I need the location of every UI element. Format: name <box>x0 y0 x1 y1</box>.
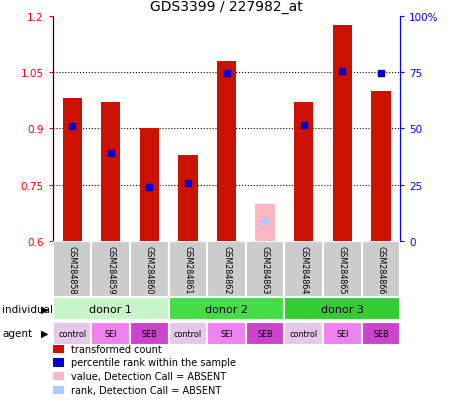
Bar <box>332 26 351 242</box>
Bar <box>322 242 361 297</box>
Bar <box>91 242 130 297</box>
Bar <box>284 297 399 320</box>
Text: SEI: SEI <box>336 329 348 338</box>
Text: percentile rank within the sample: percentile rank within the sample <box>71 358 236 368</box>
Bar <box>361 242 399 297</box>
Text: value, Detection Call = ABSENT: value, Detection Call = ABSENT <box>71 371 226 381</box>
Text: GSM284859: GSM284859 <box>106 245 115 294</box>
Bar <box>217 62 235 242</box>
Bar <box>168 297 284 320</box>
Bar <box>245 322 284 345</box>
Text: control: control <box>289 329 317 338</box>
Bar <box>91 322 130 345</box>
Bar <box>53 297 168 320</box>
Text: GSM284866: GSM284866 <box>375 245 385 294</box>
Text: GSM284858: GSM284858 <box>67 245 77 294</box>
Text: ▶: ▶ <box>41 328 48 338</box>
Text: SEI: SEI <box>220 329 232 338</box>
Text: GSM284861: GSM284861 <box>183 245 192 294</box>
Bar <box>53 322 91 345</box>
Text: SEB: SEB <box>257 329 272 338</box>
Text: SEI: SEI <box>104 329 117 338</box>
Text: transformed count: transformed count <box>71 344 162 354</box>
Bar <box>168 242 207 297</box>
Text: GSM284862: GSM284862 <box>222 245 230 294</box>
Bar <box>284 242 322 297</box>
Bar <box>293 103 313 242</box>
Bar <box>322 322 361 345</box>
Bar <box>284 322 322 345</box>
Bar <box>207 322 245 345</box>
Text: ▶: ▶ <box>41 304 48 314</box>
Text: donor 1: donor 1 <box>89 304 132 314</box>
Bar <box>245 242 284 297</box>
Text: SEB: SEB <box>141 329 157 338</box>
Text: GSM284865: GSM284865 <box>337 245 346 294</box>
Text: control: control <box>174 329 202 338</box>
Text: control: control <box>58 329 86 338</box>
Bar <box>140 129 159 242</box>
Text: rank, Detection Call = ABSENT: rank, Detection Call = ABSENT <box>71 385 221 395</box>
Bar <box>53 242 91 297</box>
Text: GSM284864: GSM284864 <box>298 245 308 294</box>
Text: donor 2: donor 2 <box>205 304 247 314</box>
Bar <box>168 322 207 345</box>
Bar <box>130 242 168 297</box>
Bar <box>361 322 399 345</box>
Bar <box>62 99 82 242</box>
Bar <box>101 103 120 242</box>
Bar <box>255 204 274 242</box>
Bar <box>178 155 197 242</box>
Text: agent: agent <box>2 328 32 338</box>
Title: GDS3399 / 227982_at: GDS3399 / 227982_at <box>150 0 302 14</box>
Text: GSM284863: GSM284863 <box>260 245 269 294</box>
Bar <box>370 92 390 242</box>
Text: SEB: SEB <box>372 329 388 338</box>
Text: individual: individual <box>2 304 53 314</box>
Text: donor 3: donor 3 <box>320 304 363 314</box>
Text: GSM284860: GSM284860 <box>145 245 154 294</box>
Bar <box>207 242 245 297</box>
Bar <box>130 322 168 345</box>
